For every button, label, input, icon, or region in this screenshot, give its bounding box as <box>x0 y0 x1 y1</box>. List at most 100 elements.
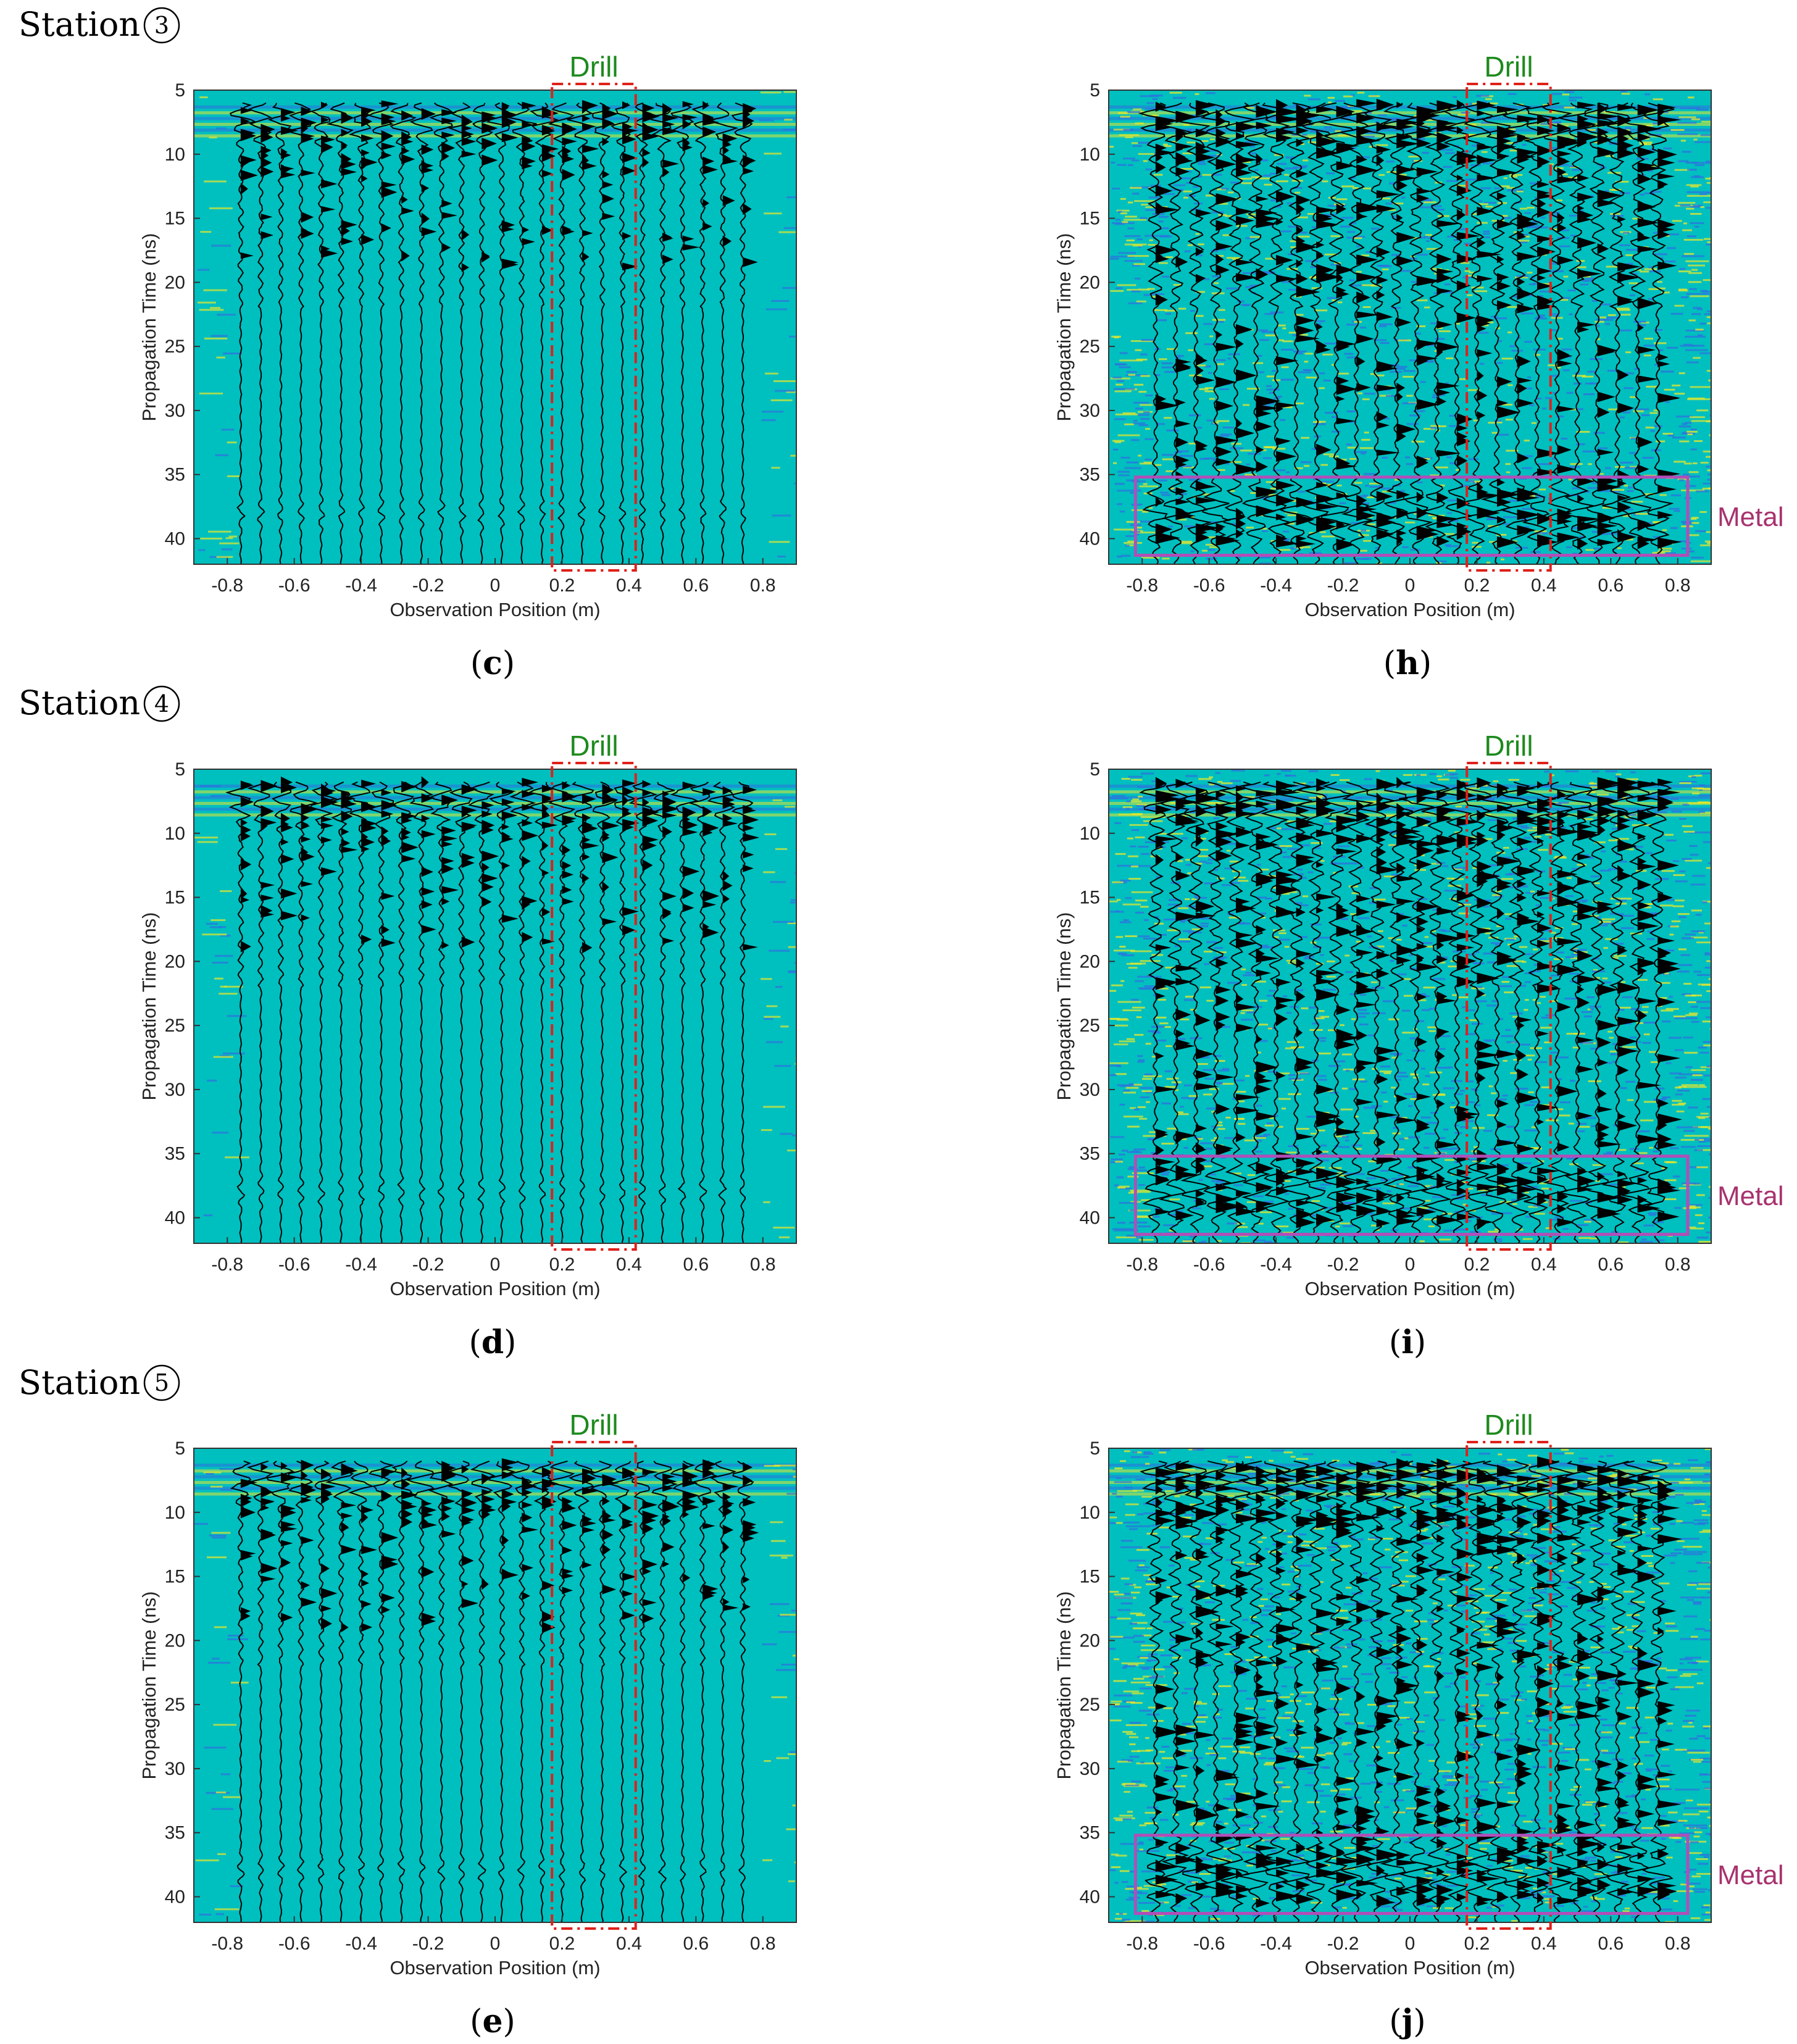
noise-dash <box>1257 1051 1261 1054</box>
wavelet <box>1215 524 1224 534</box>
noise-dash <box>1293 166 1306 169</box>
noise-dash <box>1689 1226 1696 1228</box>
noise-dash <box>216 356 225 359</box>
noise-dash <box>1448 966 1457 968</box>
noise-dash <box>1217 877 1225 880</box>
trace <box>530 102 559 564</box>
noise-dash <box>1688 281 1702 283</box>
wavelet <box>1236 160 1249 172</box>
noise-dash <box>1583 1117 1596 1119</box>
noise-dash <box>1410 1074 1419 1076</box>
noise-dash <box>1678 1073 1703 1075</box>
wavelet <box>261 123 275 135</box>
noise-dash <box>1509 1012 1523 1015</box>
noise-dash <box>1640 1119 1654 1122</box>
trace <box>567 782 594 1243</box>
wavelet <box>1236 259 1254 266</box>
noise-dash <box>1416 1207 1429 1209</box>
noise-dash <box>1683 1037 1693 1039</box>
noise-dash <box>1371 987 1385 989</box>
wavelet <box>1517 288 1533 300</box>
noise-dash <box>1354 482 1362 484</box>
noise-dash <box>1304 352 1313 355</box>
noise-dash <box>1655 878 1669 880</box>
noise-dash <box>1678 160 1689 162</box>
wavelet <box>1256 969 1271 977</box>
noise-dash <box>1609 1050 1617 1053</box>
noise-dash <box>1220 1157 1226 1159</box>
noise-dash <box>1704 1074 1711 1077</box>
noise-dash <box>1115 383 1124 386</box>
noise-dash <box>1138 1225 1151 1228</box>
wavelet <box>1336 1005 1351 1016</box>
noise-dash <box>1653 536 1661 538</box>
wavelet <box>261 157 272 169</box>
noise-dash <box>1324 794 1328 796</box>
noise-dash <box>1483 1130 1493 1132</box>
wavelet <box>1155 944 1172 951</box>
wavelet <box>1356 907 1370 917</box>
wavelet <box>602 212 615 220</box>
wavelet <box>1336 911 1349 920</box>
wavelet <box>1557 176 1580 184</box>
wavelet <box>1236 841 1250 849</box>
wavelet <box>1617 215 1626 223</box>
wavelet <box>1236 993 1244 1004</box>
noise-dash <box>1212 1054 1222 1057</box>
noise-dash <box>1576 431 1590 433</box>
noise-dash <box>223 1052 245 1054</box>
noise-dash <box>1153 173 1163 176</box>
wavelet <box>441 212 457 219</box>
noise-dash <box>1480 899 1491 902</box>
noise-dash <box>1609 1037 1614 1039</box>
noise-dash <box>1170 801 1177 804</box>
noise-dash <box>1599 869 1611 872</box>
noise-dash <box>1643 143 1652 146</box>
noise-dash <box>1397 173 1407 176</box>
noise-dash <box>1209 1173 1216 1175</box>
noise-dash <box>1432 1094 1446 1096</box>
wavelet <box>1517 880 1527 888</box>
noise-dash <box>1117 1185 1130 1188</box>
wavelet <box>662 120 675 128</box>
wavelet <box>541 169 553 178</box>
noise-dash <box>1674 1207 1682 1209</box>
noise-dash <box>1672 860 1680 862</box>
wavelet <box>1477 251 1502 259</box>
wavelet <box>1477 370 1484 382</box>
trace <box>348 102 372 564</box>
noise-dash <box>197 841 218 843</box>
noise-dash <box>1427 1122 1438 1124</box>
wavelet <box>1215 457 1233 466</box>
noise-dash <box>1432 396 1438 399</box>
wavelet <box>1336 272 1343 284</box>
wavelet <box>1396 1117 1417 1124</box>
wavelet <box>743 814 759 825</box>
noise-dash <box>1703 1044 1711 1046</box>
noise-dash <box>1280 851 1287 854</box>
noise-dash <box>1126 461 1139 464</box>
wavelet <box>1436 388 1451 396</box>
wavelet <box>1577 119 1597 130</box>
station-number-circle <box>143 7 180 44</box>
wavelet <box>1376 290 1385 300</box>
trace <box>1319 102 1355 564</box>
noise-dash <box>1505 1028 1511 1031</box>
noise-dash <box>1562 93 1570 96</box>
wavelet <box>1496 136 1512 146</box>
noise-dash <box>1183 1146 1188 1149</box>
noise-dash <box>1626 262 1633 265</box>
noise-dash <box>1180 1106 1184 1108</box>
wavelet <box>1195 209 1212 217</box>
wavelet <box>441 117 457 125</box>
noise-dash <box>1660 370 1674 373</box>
wavelet <box>1336 903 1343 911</box>
noise-dash <box>1285 1151 1297 1154</box>
noise-dash <box>1362 494 1368 497</box>
noise-dash <box>1159 1022 1169 1025</box>
noise-dash <box>1583 1016 1592 1018</box>
wavelet <box>1175 1175 1182 1182</box>
noise-dash <box>200 537 222 540</box>
noise-dash <box>1417 898 1428 900</box>
wavelet <box>1376 1188 1388 1201</box>
